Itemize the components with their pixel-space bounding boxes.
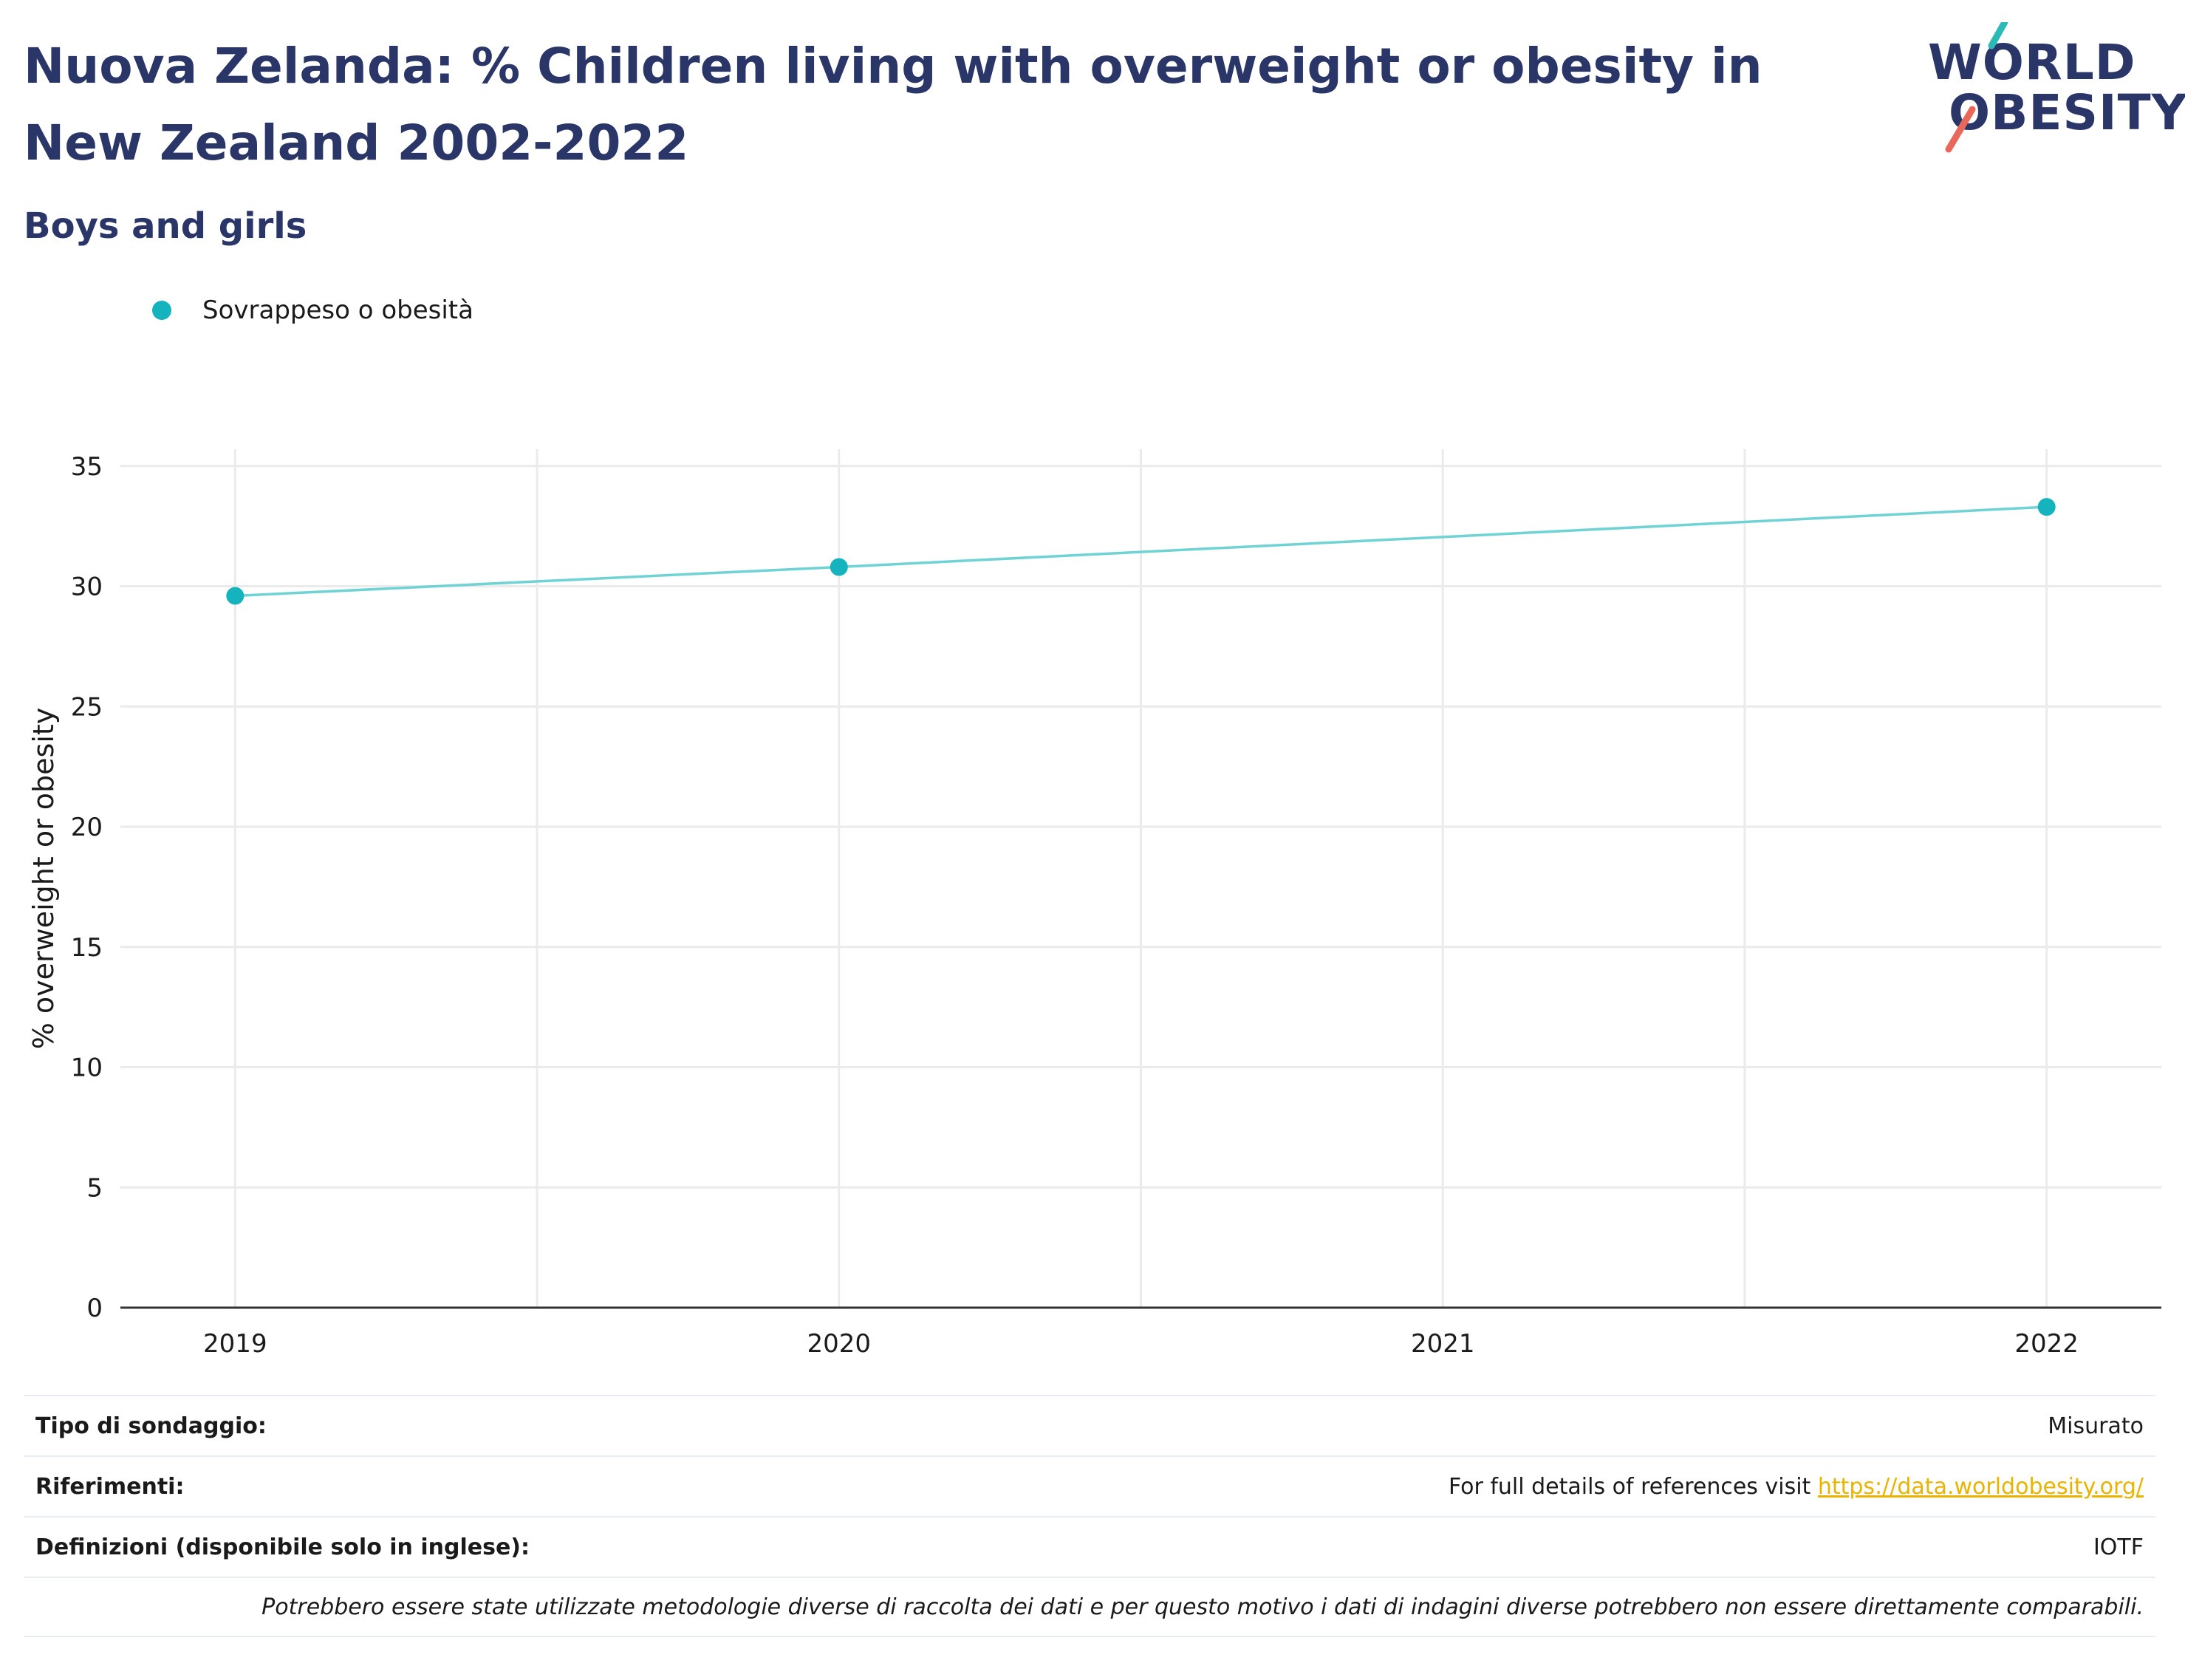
y-tick-label: 15 (71, 933, 103, 963)
disclaimer-text: Potrebbero essere state utilizzate metod… (261, 1594, 2144, 1620)
x-tick-label: 2019 (203, 1329, 267, 1359)
y-axis-title: % overweight or obesity (27, 708, 60, 1050)
world-obesity-logo[interactable]: WORLD OBESITY (1928, 22, 2185, 155)
x-tick-label: 2022 (2014, 1329, 2079, 1359)
legend-marker-icon (152, 301, 171, 320)
info-value: IOTF (2093, 1534, 2144, 1560)
y-tick-label: 5 (86, 1173, 103, 1203)
logo-text-world: WORLD (1928, 34, 2136, 91)
y-tick-label: 0 (86, 1294, 103, 1323)
chart-legend[interactable]: Sovrappeso o obesità (152, 296, 473, 325)
line-chart: 0 5 10 15 20 25 30 35 2019 2020 2021 2022 % overweig… (27, 449, 2161, 1359)
x-tick-label: 2020 (807, 1329, 872, 1359)
info-row-survey-type: Tipo di sondaggio: Misurato (24, 1395, 2155, 1455)
info-table: Tipo di sondaggio: Misurato Riferimenti:… (24, 1395, 2155, 1637)
chart-subtitle: Boys and girls (24, 205, 307, 247)
y-tick-label: 10 (71, 1054, 103, 1083)
info-row-definitions: Definizioni (disponibile solo in inglese… (24, 1516, 2155, 1577)
references-link[interactable]: https://data.worldobesity.org/ (1817, 1473, 2144, 1500)
data-point (226, 587, 245, 605)
logo-slash-teal (1988, 22, 2008, 49)
data-point (2037, 498, 2056, 516)
data-point (830, 558, 848, 576)
info-label: Riferimenti: (35, 1473, 185, 1500)
info-row-disclaimer: Potrebbero essere state utilizzate metod… (24, 1577, 2155, 1637)
chart-title: Nuova Zelanda: % Children living with ov… (24, 38, 1762, 171)
y-tick-label: 25 (71, 692, 103, 722)
legend-label: Sovrappeso o obesità (202, 296, 473, 325)
info-label: Definizioni (disponibile solo in inglese… (35, 1534, 530, 1560)
x-tick-label: 2021 (1411, 1329, 1475, 1359)
references-text: For full details of references visit (1448, 1473, 1818, 1500)
info-label: Tipo di sondaggio: (35, 1413, 267, 1439)
y-tick-label: 20 (71, 813, 103, 842)
info-value: Misurato (2048, 1413, 2144, 1439)
logo-text-obesity: OBESITY (1949, 84, 2185, 141)
info-row-references: Riferimenti: For full details of referen… (24, 1455, 2155, 1516)
y-tick-label: 35 (71, 452, 103, 482)
y-tick-label: 30 (71, 573, 103, 602)
info-value: For full details of references visit htt… (1449, 1474, 2144, 1500)
logo-slash-red (1945, 106, 1976, 153)
logo-slash-icon (1945, 22, 2008, 153)
